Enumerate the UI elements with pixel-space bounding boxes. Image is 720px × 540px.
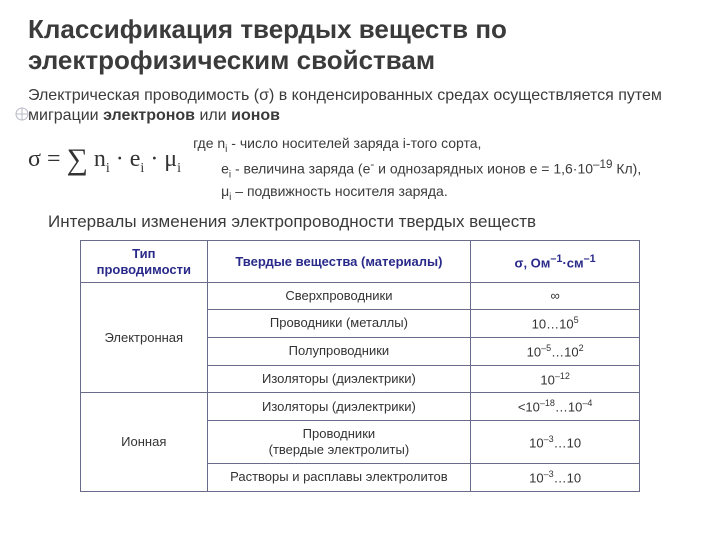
sigma-cell: 10–3…10 xyxy=(471,463,640,491)
sigma-cell: 10–3…10 xyxy=(471,421,640,463)
material-cell: Растворы и расплавы электролитов xyxy=(207,463,471,491)
legend-row: μi – подвижность носителя заряда. xyxy=(193,182,641,204)
material-cell: Полупроводники xyxy=(207,337,471,365)
table-header: σ, Ом–1·см–1 xyxy=(471,240,640,282)
table-header: Тип проводимости xyxy=(81,240,208,282)
table-row: ЭлектроннаяСверхпроводники∞ xyxy=(81,283,640,310)
material-cell: Изоляторы (диэлектрики) xyxy=(207,365,471,393)
slide-title: Классификация твердых веществ по электро… xyxy=(28,14,692,76)
intro-text: Электрическая проводимость (σ) в конденс… xyxy=(28,86,692,126)
formula-row: σ = ∑ ni · ei · μi где ni - число носите… xyxy=(28,134,692,204)
sigma-cell: 10…105 xyxy=(471,309,640,337)
material-cell: Сверхпроводники xyxy=(207,283,471,310)
sigma-cell: 10–12 xyxy=(471,365,640,393)
table-header: Твердые вещества (материалы) xyxy=(207,240,471,282)
formula-legend: где ni - число носителей заряда i-того с… xyxy=(193,134,641,204)
material-cell: Изоляторы (диэлектрики) xyxy=(207,393,471,421)
table-subtitle: Интервалы изменения электропроводности т… xyxy=(48,212,692,232)
legend-row: ei - величина заряда (e- и однозарядных … xyxy=(193,157,641,182)
formula: σ = ∑ ni · ei · μi xyxy=(28,134,181,177)
type-cell: Ионная xyxy=(81,393,208,491)
table-row: ИоннаяИзоляторы (диэлектрики)<10–18…10–4 xyxy=(81,393,640,421)
conductivity-table: Тип проводимостиТвердые вещества (матери… xyxy=(80,240,640,492)
bullet-icon xyxy=(14,106,30,122)
material-cell: Проводники(твердые электролиты) xyxy=(207,421,471,463)
type-cell: Электронная xyxy=(81,283,208,393)
sigma-cell: <10–18…10–4 xyxy=(471,393,640,421)
material-cell: Проводники (металлы) xyxy=(207,309,471,337)
sigma-cell: 10–5…102 xyxy=(471,337,640,365)
sigma-cell: ∞ xyxy=(471,283,640,310)
legend-row: где ni - число носителей заряда i-того с… xyxy=(193,134,641,156)
